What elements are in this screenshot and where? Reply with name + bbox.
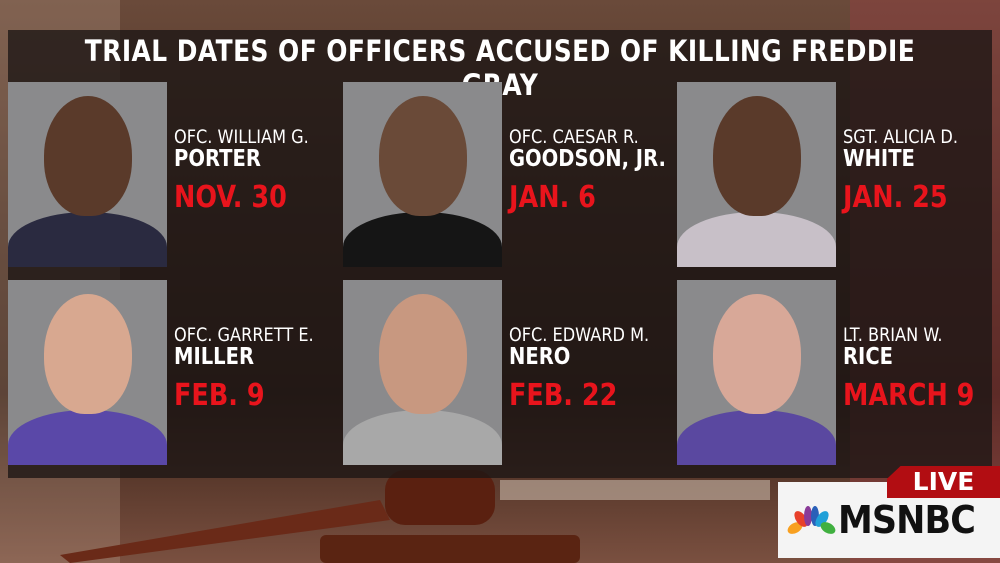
trial-date: FEB. 9: [174, 378, 265, 413]
officer-info: OFC. CAESAR R. GOODSON, JR. JAN. 6: [509, 126, 694, 215]
officer-shirt: [343, 212, 502, 267]
officer-rank-name: OFC. EDWARD M.: [509, 324, 650, 346]
officer-surname: GOODSON, JR.: [509, 146, 666, 172]
officer-shirt: [343, 410, 502, 465]
trial-date: MARCH 9: [843, 378, 975, 413]
trial-date: FEB. 22: [509, 378, 618, 413]
officer-rank-name: OFC. CAESAR R.: [509, 126, 639, 148]
officer-rank-name: OFC. GARRETT E.: [174, 324, 314, 346]
officer-face: [44, 96, 132, 216]
trial-date: NOV. 30: [174, 180, 287, 215]
officer-shirt: [8, 212, 167, 267]
officer-photo: [343, 82, 502, 267]
officer-info: OFC. EDWARD M. NERO FEB. 22: [509, 324, 674, 413]
officer-face: [44, 294, 132, 414]
gavel-image: [60, 470, 770, 563]
officer-shirt: [677, 212, 836, 267]
officer-surname: WHITE: [843, 146, 915, 172]
officer-rank-name: SGT. ALICIA D.: [843, 126, 959, 148]
officer-photo: [677, 82, 836, 267]
officer-info: OFC. WILLIAM G. PORTER NOV. 30: [174, 126, 333, 215]
nbc-peacock-icon: [787, 506, 836, 534]
officer-info: LT. BRIAN W. RICE MARCH 9: [843, 324, 998, 413]
officer-face: [713, 294, 801, 414]
officer-surname: PORTER: [174, 146, 261, 172]
officer-surname: NERO: [509, 344, 571, 370]
network-logo-text: MSNBC: [838, 498, 976, 542]
officer-face: [379, 96, 467, 216]
officer-rank-name: OFC. WILLIAM G.: [174, 126, 309, 148]
officer-shirt: [8, 410, 167, 465]
officer-photo: [8, 82, 167, 267]
officer-photo: [677, 280, 836, 465]
officer-face: [379, 294, 467, 414]
officer-face: [713, 96, 801, 216]
officer-shirt: [677, 410, 836, 465]
live-badge: LIVE: [887, 466, 1000, 498]
officer-info: OFC. GARRETT E. MILLER FEB. 9: [174, 324, 338, 413]
officer-rank-name: LT. BRIAN W.: [843, 324, 943, 346]
graphic-title: TRIAL DATES OF OFFICERS ACCUSED OF KILLI…: [84, 34, 916, 102]
officer-photo: [8, 280, 167, 465]
officer-surname: RICE: [843, 344, 894, 370]
trial-date: JAN. 25: [843, 180, 948, 215]
trial-date: JAN. 6: [509, 180, 596, 215]
officer-info: SGT. ALICIA D. WHITE JAN. 25: [843, 126, 978, 215]
officer-surname: MILLER: [174, 344, 255, 370]
officer-photo: [343, 280, 502, 465]
